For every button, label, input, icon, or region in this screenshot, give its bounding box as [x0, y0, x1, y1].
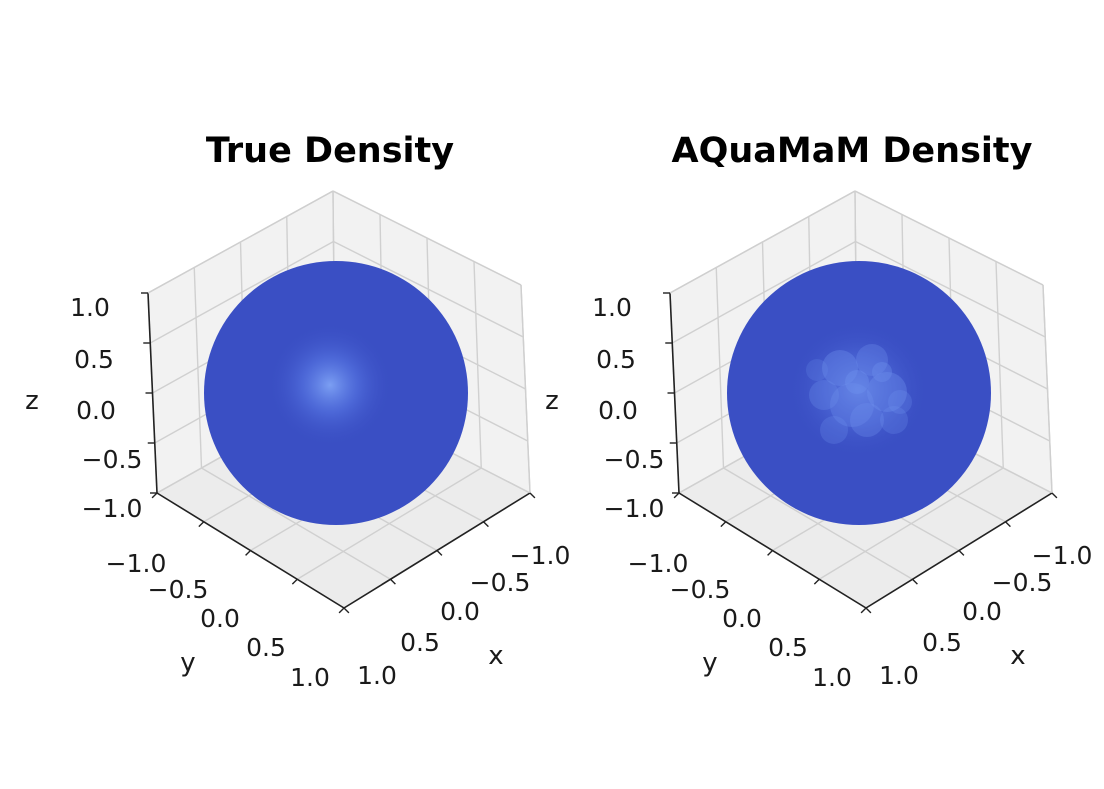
z-axis-label: z [545, 386, 559, 416]
y-tick-labels: −1.0−0.50.00.51.0 [106, 549, 330, 692]
y-tick [338, 607, 345, 614]
z-tick-label: 1.0 [592, 293, 632, 322]
pane-edge [669, 190, 856, 294]
z-tick-label: −1.0 [82, 494, 143, 523]
y-tick-label: 1.0 [812, 663, 852, 692]
z-tick-labels: −1.0 −0.5 0.0 0.5 1.0 [70, 293, 142, 523]
y-tick-label: 0.5 [768, 633, 808, 662]
density-texture [806, 344, 912, 444]
y-tick-label: 1.0 [290, 663, 330, 692]
density-blob [809, 380, 839, 410]
y-tick [813, 578, 820, 585]
density-blob [867, 372, 907, 412]
x-tick-label: 0.0 [440, 597, 480, 626]
z-tick-label: 1.0 [70, 293, 110, 322]
density-blob [856, 344, 888, 376]
density-hotspot [268, 323, 392, 447]
x-tick [529, 492, 536, 499]
z-tick-labels: −1.0 −0.5 0.0 0.5 1.0 [592, 293, 664, 523]
z-tick-label: 0.0 [598, 396, 638, 425]
x-tick-label: 0.5 [400, 628, 440, 657]
axes-lines [663, 190, 1058, 614]
x-tick [958, 550, 965, 556]
pane-edge [147, 190, 334, 294]
panel-aquamam-density: AQuaMaM Density −1.0−0.50.00.51.0 −1.0−0… [545, 131, 1092, 692]
x-tick-label: −1.0 [510, 541, 571, 570]
y-tick [673, 492, 680, 499]
y-tick-label: −0.5 [670, 575, 731, 604]
x-tick [436, 550, 443, 556]
x-tick [390, 578, 396, 585]
panel-true-density: True Density −1.0−0.50.00.51.0 −1.0−0.50… [25, 131, 570, 692]
y-tick [151, 492, 158, 499]
x-axis-label: x [1010, 641, 1025, 671]
z-tick-label: 0.5 [596, 345, 636, 374]
y-tick-label: −0.5 [148, 575, 209, 604]
density-hotspot [788, 322, 928, 458]
pane-edge [854, 190, 1044, 286]
x-tick [1051, 492, 1058, 499]
y-tick [198, 521, 205, 528]
density-blob [820, 416, 848, 444]
y-axis-label: y [180, 648, 195, 678]
x-tick [865, 607, 872, 614]
x-tick-label: −0.5 [992, 568, 1053, 597]
chart-title: True Density [206, 131, 454, 171]
pane-edge [332, 190, 522, 286]
density-sphere [727, 261, 991, 525]
y-tick [767, 550, 773, 556]
x-tick [912, 578, 918, 585]
z-tick-label: 0.0 [76, 396, 116, 425]
z-tick-label: −0.5 [604, 445, 665, 474]
pane-edge [520, 284, 531, 494]
density-blob [880, 406, 908, 434]
x-tick-label: −0.5 [470, 568, 531, 597]
y-tick [291, 578, 298, 585]
y-axis-label: y [702, 648, 717, 678]
y-tick [720, 521, 727, 528]
density-blob [850, 403, 884, 437]
grid-line [473, 261, 482, 469]
density-blob [888, 390, 912, 414]
y-tick-label: −1.0 [628, 549, 689, 578]
x-tick [343, 607, 350, 614]
y-tick-label: −1.0 [106, 549, 167, 578]
x-tick-label: −1.0 [1032, 541, 1093, 570]
y-tick-label: 0.0 [200, 604, 240, 633]
x-tick-label: 1.0 [357, 661, 397, 690]
grid-line [818, 467, 1004, 580]
x-axis-label: x [488, 641, 503, 671]
x-tick-labels: −1.0−0.50.00.51.0 [879, 541, 1092, 690]
x-tick-label: 1.0 [879, 661, 919, 690]
density-sphere [204, 261, 468, 525]
x-tick-labels: −1.0−0.50.00.51.0 [357, 541, 570, 690]
x-tick-label: 0.0 [962, 597, 1002, 626]
y-tick-label: 0.5 [246, 633, 286, 662]
density-blob [845, 370, 869, 394]
x-tick [1005, 521, 1011, 528]
z-tick-label: −0.5 [82, 445, 143, 474]
y-tick-labels: −1.0−0.50.00.51.0 [628, 549, 852, 692]
density-blob [872, 362, 892, 382]
z-tick-label: 0.5 [74, 345, 114, 374]
density-blob [830, 383, 874, 427]
grid-line [296, 467, 482, 580]
pane-edge [1042, 284, 1053, 494]
y-tick [245, 550, 251, 556]
x-tick [483, 521, 489, 528]
x-tick-label: 0.5 [922, 628, 962, 657]
y-tick-label: 0.0 [722, 604, 762, 633]
density-blob [806, 359, 828, 381]
z-tick-label: −1.0 [604, 494, 665, 523]
z-axis-label: z [25, 386, 39, 416]
axes-lines [141, 190, 536, 614]
chart-title: AQuaMaM Density [672, 131, 1033, 171]
density-blob [822, 350, 858, 386]
grid-line [995, 261, 1004, 469]
y-tick [860, 607, 867, 614]
